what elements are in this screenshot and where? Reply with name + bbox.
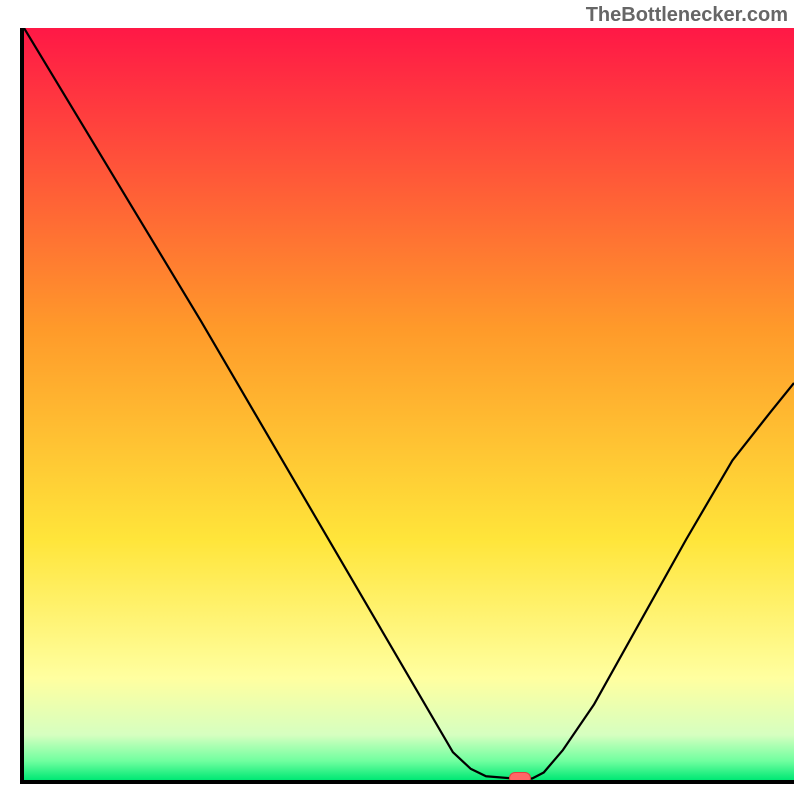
bottleneck-chart: TheBottlenecker.com xyxy=(0,0,800,800)
curve-path xyxy=(24,28,794,779)
optimal-marker xyxy=(509,772,531,780)
plot-area xyxy=(24,28,794,780)
y-axis xyxy=(20,28,24,784)
bottleneck-curve xyxy=(24,28,794,780)
watermark-text: TheBottlenecker.com xyxy=(586,4,788,27)
x-axis xyxy=(20,780,794,784)
